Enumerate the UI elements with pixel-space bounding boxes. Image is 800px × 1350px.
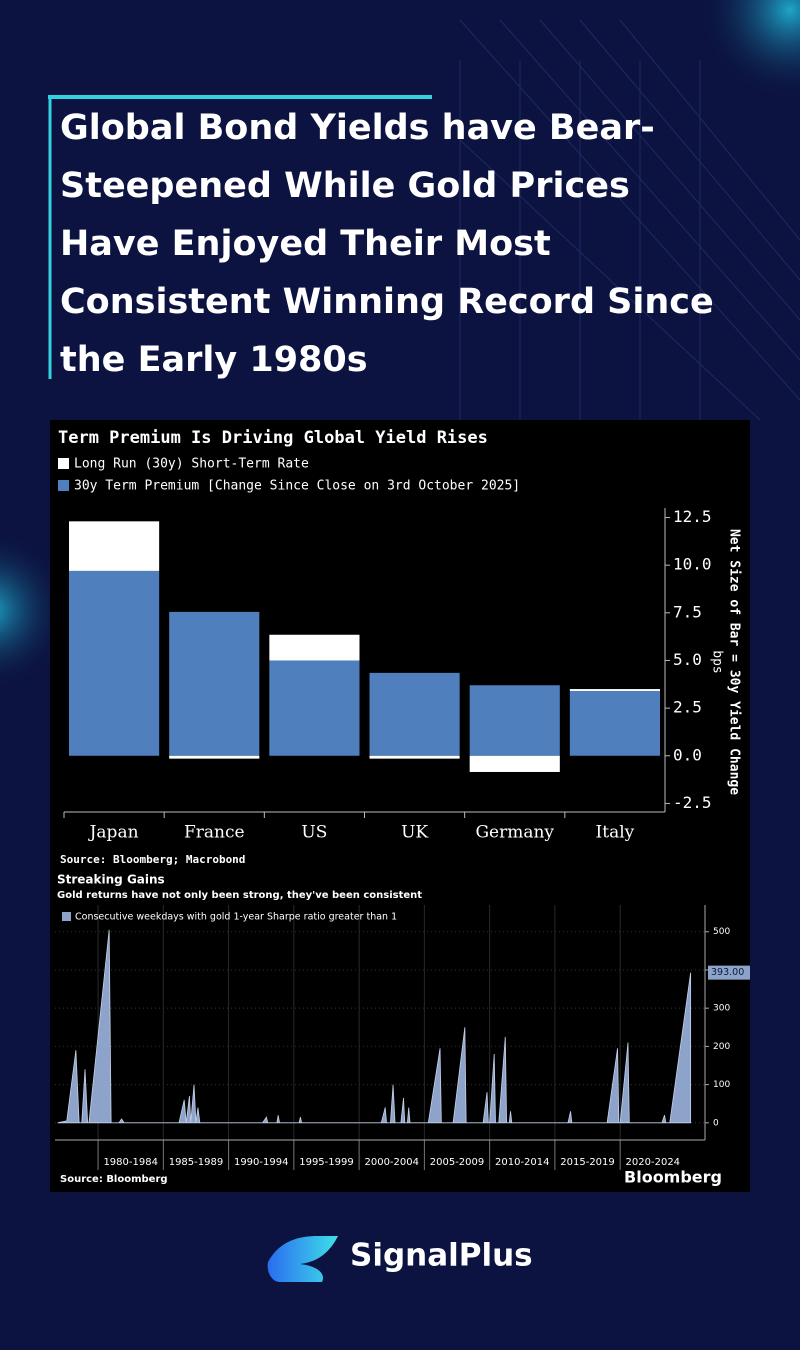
value-label-box bbox=[708, 965, 750, 980]
y-axis-label: Net Size of Bar = 30y Yield Change bbox=[727, 529, 742, 795]
legend-label: Consecutive weekdays with gold 1-year Sh… bbox=[75, 912, 397, 923]
legend-swatch bbox=[58, 458, 69, 469]
x-tick-label: 1995-1999 bbox=[299, 1157, 354, 1168]
logo-icon bbox=[267, 1236, 338, 1282]
y-tick-label: 5.0 bbox=[673, 650, 702, 669]
logo: SignalPlus bbox=[267, 1236, 533, 1282]
y-tick-label: 7.5 bbox=[673, 602, 702, 621]
bar-segment bbox=[369, 672, 460, 756]
bar-segment bbox=[469, 685, 560, 756]
bar-segment bbox=[369, 755, 460, 759]
legend-label: Long Run (30y) Short-Term Rate bbox=[74, 457, 309, 472]
x-tick-label: Japan bbox=[88, 823, 139, 843]
x-tick-label: 2005-2009 bbox=[430, 1157, 485, 1168]
y-tick-label: 0 bbox=[713, 1118, 719, 1128]
x-tick-label: 1980-1984 bbox=[103, 1157, 158, 1168]
decor-lines bbox=[459, 19, 800, 421]
chart-subtitle: Gold returns have not only been strong, … bbox=[57, 890, 422, 901]
x-tick-label: Italy bbox=[596, 823, 635, 843]
x-tick-label: France bbox=[184, 823, 245, 843]
y-axis-unit: bps bbox=[710, 650, 725, 673]
area bbox=[57, 929, 692, 1124]
headline-box: Global Bond Yields have Bear-Steepened W… bbox=[60, 108, 714, 380]
chart-title: Streaking Gains bbox=[57, 873, 165, 887]
bar-segment bbox=[69, 570, 160, 756]
bar-segment bbox=[169, 611, 260, 756]
source: Source: Bloomberg bbox=[60, 1174, 168, 1185]
x-tick-label: 2020-2024 bbox=[626, 1157, 681, 1168]
x-tick-label: 2015-2019 bbox=[560, 1157, 615, 1168]
x-tick-label: 2010-2014 bbox=[495, 1157, 550, 1168]
value-label: 393.00 bbox=[711, 967, 744, 978]
brand: Bloomberg bbox=[624, 1168, 722, 1187]
legend-swatch bbox=[62, 912, 71, 921]
headline: Global Bond Yields have Bear-Steepened W… bbox=[60, 108, 714, 380]
y-tick-label: 0.0 bbox=[673, 745, 702, 764]
x-tick-label: 2000-2004 bbox=[364, 1157, 419, 1168]
y-tick-label: -2.5 bbox=[673, 793, 712, 812]
bar-segment bbox=[569, 690, 660, 756]
y-tick-label: 500 bbox=[713, 927, 730, 937]
x-tick-label: Germany bbox=[475, 823, 554, 843]
x-tick-label: 1990-1994 bbox=[234, 1157, 289, 1168]
y-tick-label: 300 bbox=[713, 1004, 730, 1014]
y-tick-label: 100 bbox=[713, 1080, 730, 1090]
bar-segment bbox=[269, 660, 360, 756]
chart-title: Term Premium Is Driving Global Yield Ris… bbox=[58, 428, 488, 448]
y-tick-label: 200 bbox=[713, 1042, 730, 1052]
legend-swatch bbox=[58, 480, 69, 491]
glow bbox=[700, 0, 800, 100]
y-tick-label: 2.5 bbox=[673, 698, 702, 717]
bar-segment bbox=[569, 689, 660, 691]
bar-segment bbox=[69, 521, 160, 571]
x-tick-label: US bbox=[301, 823, 327, 843]
legend-label: 30y Term Premium [Change Since Close on … bbox=[74, 479, 520, 494]
chart-panel bbox=[50, 420, 750, 1192]
logo-text: SignalPlus bbox=[350, 1238, 533, 1274]
y-tick-label: 10.0 bbox=[673, 555, 712, 574]
x-tick-label: 1985-1989 bbox=[169, 1157, 224, 1168]
bar-segment bbox=[169, 755, 260, 759]
source: Source: Bloomberg; Macrobond bbox=[60, 853, 245, 866]
y-tick-label: 12.5 bbox=[673, 507, 712, 526]
bar-segment bbox=[469, 755, 560, 772]
bar-segment bbox=[269, 634, 360, 661]
x-tick-label: UK bbox=[401, 823, 428, 843]
